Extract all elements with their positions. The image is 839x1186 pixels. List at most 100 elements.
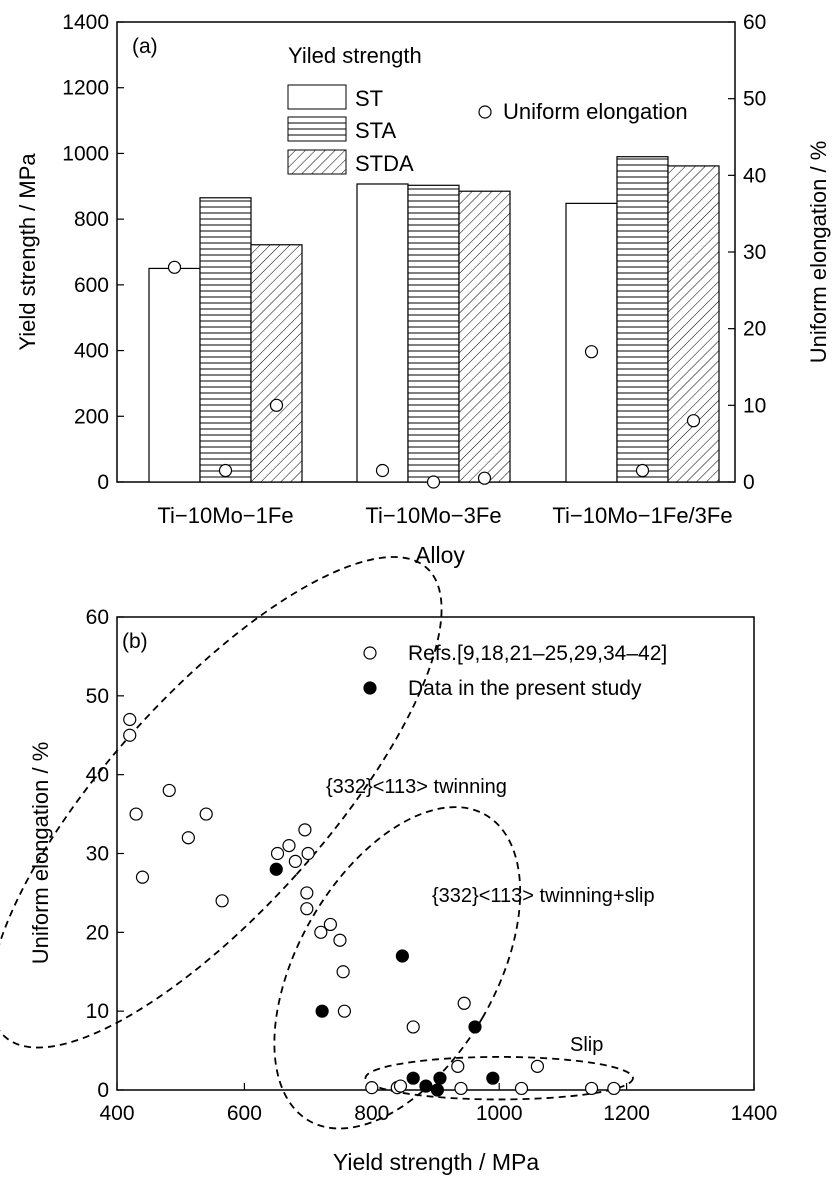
point-reference bbox=[199, 807, 213, 821]
elongation-point bbox=[375, 463, 390, 478]
point-reference bbox=[454, 1081, 468, 1096]
legend-marker-present bbox=[363, 681, 377, 695]
panel-a-ylabel: Yield strength / MPa bbox=[15, 153, 40, 351]
region-ellipse bbox=[364, 1055, 634, 1101]
point-reference bbox=[162, 783, 176, 798]
tick-label-a-left: 1200 bbox=[62, 77, 109, 100]
bar-stda bbox=[458, 190, 511, 483]
tick-label-b-y: 20 bbox=[86, 921, 109, 944]
point-present-study bbox=[430, 1083, 445, 1097]
panel-b-regions bbox=[0, 556, 634, 1130]
bar-st bbox=[148, 267, 201, 483]
legend-title: Yiled strength bbox=[288, 43, 422, 68]
point-present-study bbox=[406, 1071, 420, 1085]
point-reference bbox=[298, 823, 312, 837]
tick-label-b-y: 50 bbox=[86, 685, 109, 708]
category-label: Ti−10Mo−1Fe/3Fe bbox=[552, 503, 732, 528]
panel-a-label: (a) bbox=[132, 35, 158, 58]
point-present-study bbox=[419, 1079, 433, 1093]
bar-stda bbox=[250, 244, 303, 483]
point-reference bbox=[123, 728, 137, 742]
point-reference bbox=[406, 1020, 420, 1034]
point-reference bbox=[337, 1004, 352, 1018]
tick-label-b-y: 30 bbox=[86, 843, 109, 866]
point-reference bbox=[301, 846, 315, 861]
bar-sta bbox=[199, 197, 252, 483]
point-reference bbox=[457, 996, 471, 1010]
tick-label-a-right: 0 bbox=[743, 471, 755, 494]
tick-label-a-right: 40 bbox=[743, 164, 766, 187]
tick-label-a-right: 20 bbox=[743, 318, 766, 341]
legend-label-sta: STA bbox=[355, 118, 396, 143]
panel-b-ylabel: Uniform elongation / % bbox=[28, 742, 53, 965]
legend-label-present: Data in the present study bbox=[408, 677, 642, 700]
point-present-study bbox=[395, 949, 409, 963]
category-label: Ti−10Mo−1Fe bbox=[157, 503, 293, 528]
tick-label-a-left: 400 bbox=[74, 340, 109, 363]
legend-marker-refs bbox=[363, 646, 377, 660]
region-label-slip: Slip bbox=[570, 1034, 603, 1056]
region-ellipse bbox=[0, 556, 443, 1049]
panel-a-xlabel: Alloy bbox=[415, 542, 465, 568]
point-reference bbox=[451, 1059, 465, 1073]
panel-b-points bbox=[123, 712, 621, 1097]
tick-label-b-x: 600 bbox=[227, 1102, 262, 1125]
point-reference bbox=[323, 917, 337, 932]
panel-b-label: (b) bbox=[122, 630, 148, 653]
legend-label-elongation: Uniform elongation bbox=[503, 99, 688, 124]
tick-label-a-right: 30 bbox=[743, 241, 766, 264]
panel-b-y-axis-ticks: 0 10 20 30 40 50 60 bbox=[86, 606, 124, 1102]
point-reference bbox=[215, 894, 229, 908]
point-reference bbox=[300, 902, 314, 916]
point-reference bbox=[314, 925, 328, 939]
point-reference bbox=[607, 1081, 621, 1096]
point-reference bbox=[123, 712, 137, 727]
tick-label-b-y: 0 bbox=[97, 1079, 109, 1102]
point-reference bbox=[135, 870, 150, 884]
panel-b-legend: Refs.[9,18,21–25,29,34–42] Data in the p… bbox=[363, 642, 667, 700]
panel-a-left-axis-ticks: 0 200 400 600 800 1000 1200 1400 bbox=[62, 11, 124, 494]
elongation-point bbox=[218, 463, 233, 478]
legend-label-stda: STDA bbox=[355, 151, 414, 176]
elongation-point bbox=[269, 398, 284, 412]
point-reference bbox=[300, 886, 314, 900]
tick-label-a-left: 600 bbox=[74, 274, 109, 297]
panel-a-bars bbox=[148, 156, 720, 483]
region-ellipse bbox=[273, 806, 522, 1130]
elongation-point bbox=[635, 463, 650, 478]
bar-sta bbox=[407, 184, 460, 483]
tick-label-a-left: 1400 bbox=[62, 11, 109, 34]
bar-stda bbox=[667, 165, 720, 483]
bar-sta bbox=[616, 156, 669, 483]
legend-label-refs: Refs.[9,18,21–25,29,34–42] bbox=[408, 642, 667, 665]
tick-label-b-y: 60 bbox=[86, 606, 109, 629]
legend-swatch-st bbox=[287, 84, 347, 110]
point-reference bbox=[530, 1059, 545, 1073]
panel-a-y2label: Uniform elongation / % bbox=[806, 141, 831, 364]
panel-a-elongation-points bbox=[167, 260, 701, 489]
point-present-study bbox=[468, 1020, 482, 1034]
point-reference bbox=[181, 831, 195, 845]
region-label-twinning: {332}<113> twinning bbox=[326, 776, 507, 798]
elongation-point bbox=[426, 475, 441, 489]
point-reference bbox=[288, 854, 302, 868]
tick-label-b-x: 1400 bbox=[731, 1102, 778, 1125]
bar-st bbox=[356, 183, 409, 483]
elongation-point bbox=[167, 260, 182, 274]
legend-marker-elongation bbox=[478, 105, 492, 119]
elongation-point bbox=[686, 414, 701, 428]
point-present-study bbox=[269, 862, 283, 876]
panel-a-bar-chart: (a) 0 200 400 600 800 1000 1200 1400 0 10 20 30 40 5… bbox=[15, 11, 831, 568]
point-present-study bbox=[433, 1071, 447, 1085]
legend-label-st: ST bbox=[355, 86, 383, 111]
point-reference bbox=[584, 1081, 599, 1096]
tick-label-a-right: 60 bbox=[743, 11, 766, 34]
category-label: Ti−10Mo−3Fe bbox=[365, 503, 501, 528]
tick-label-b-y: 40 bbox=[86, 764, 109, 787]
tick-label-a-left: 1000 bbox=[62, 142, 109, 165]
point-present-study bbox=[486, 1071, 500, 1085]
legend-swatch-sta bbox=[287, 116, 347, 142]
tick-label-a-right: 50 bbox=[743, 88, 766, 111]
